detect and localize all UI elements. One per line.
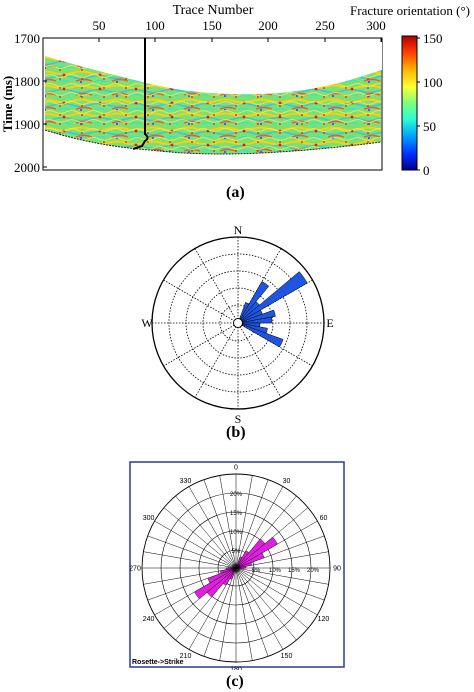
rose-angle-label: 180 — [230, 667, 242, 671]
percent-tick-vertical: 15% — [230, 511, 243, 517]
rose-petal — [235, 552, 265, 569]
figure-label-a: (a) — [226, 184, 245, 201]
panel-b: N S E W (b) — [120, 223, 360, 452]
colorbar-tick-label: 50 — [423, 119, 436, 134]
rose-angle-label: 60 — [320, 515, 328, 522]
rose-petal — [194, 567, 237, 600]
rose-petals-b — [237, 271, 308, 348]
rose-petal — [220, 567, 237, 574]
rose-petal — [237, 322, 284, 348]
compass-north: N — [234, 226, 243, 237]
rose-petal — [237, 281, 270, 324]
rose-angle-label: 270 — [129, 566, 141, 573]
rose-angle-labels: 0 30 60 90 120 150 180 210 240 270 300 330 — [129, 465, 341, 674]
x-tick-label: 250 — [315, 18, 335, 33]
x-ticks — [98, 38, 382, 42]
rose-petal — [235, 567, 245, 570]
figure-label-c: (c) — [226, 673, 244, 690]
percent-tick-vertical: 20% — [230, 492, 243, 498]
colorbar — [401, 35, 418, 171]
rose-angle-label: 150 — [281, 653, 293, 660]
rose-angle-label: 120 — [318, 616, 330, 623]
figure-label-b: (b) — [226, 424, 246, 441]
x-tick-label: 150 — [202, 18, 222, 33]
panel-a-plot: 50 100 150 200 250 300 Trace Number 1700… — [0, 3, 470, 178]
y-axis-title: Time (ms) — [0, 76, 15, 132]
percent-tick-horizontal: 10% — [269, 568, 282, 574]
rose-petal — [237, 302, 250, 324]
rose-angle-label: 210 — [180, 653, 192, 660]
rose-petal — [237, 316, 273, 324]
section-bottom-edge — [44, 129, 382, 155]
rose-petal — [235, 562, 252, 569]
x-tick-label: 100 — [145, 18, 165, 33]
rose-petal — [225, 567, 237, 570]
rose-petal — [237, 309, 276, 324]
percent-tick-vertical: 5% — [232, 549, 241, 555]
rose-center — [233, 318, 243, 328]
compass-south: S — [235, 412, 242, 426]
rose-petals-c — [194, 536, 278, 600]
rose-angle-label: 90 — [333, 566, 341, 573]
rose-diagram-b: N S E W — [141, 223, 333, 426]
x-tick-label: 300 — [366, 18, 386, 33]
rose-caption: Rosette->Strike — [132, 659, 184, 666]
rose-petal — [235, 566, 247, 569]
rose-diagram-c: 20% 15% 10% 5% 5% 10% 15% 20% 0 30 60 90 120… — [129, 461, 345, 674]
y-tick-label: 2000 — [14, 160, 40, 175]
rose-angle-label: 30 — [283, 478, 291, 485]
x-tick-label: 50 — [93, 18, 106, 33]
percent-tick-horizontal: 5% — [252, 568, 261, 574]
percent-tick-horizontal: 20% — [307, 568, 320, 574]
rose-angle-label: 0 — [234, 465, 238, 472]
panel-a: 50 100 150 200 250 300 Trace Number 1700… — [0, 0, 474, 215]
rose-angle-label: 240 — [143, 616, 155, 623]
percent-tick-vertical: 10% — [230, 530, 243, 536]
percent-tick-horizontal: 15% — [288, 568, 301, 574]
rose-petal — [207, 567, 237, 584]
rose-angle-label: 330 — [180, 478, 192, 485]
rose-frame — [129, 461, 345, 668]
seismic-attribute-band — [45, 42, 382, 95]
y-ticks — [43, 37, 47, 168]
y-tick-label: 1700 — [14, 31, 40, 46]
rose-petal — [237, 271, 308, 324]
y-tick-label: 1900 — [14, 117, 40, 132]
rose-petal — [235, 536, 278, 569]
well-trajectory — [132, 38, 149, 150]
rose-petal — [227, 566, 237, 569]
colorbar-tick-label: 100 — [423, 75, 443, 90]
rose-angle-label: 300 — [143, 515, 155, 522]
x-axis-title: Trace Number — [173, 3, 254, 18]
compass-east: E — [326, 316, 333, 330]
y-tick-label: 1800 — [14, 74, 40, 89]
panel-c: 20% 15% 10% 5% 5% 10% 15% 20% 0 30 60 90 120… — [128, 460, 348, 692]
colorbar-title: Fracture orientation (°) — [350, 3, 470, 18]
compass-west: W — [141, 316, 153, 330]
colorbar-tick-label: 0 — [423, 163, 430, 178]
x-tick-label: 200 — [258, 18, 278, 33]
colorbar-tick-label: 150 — [423, 31, 443, 46]
